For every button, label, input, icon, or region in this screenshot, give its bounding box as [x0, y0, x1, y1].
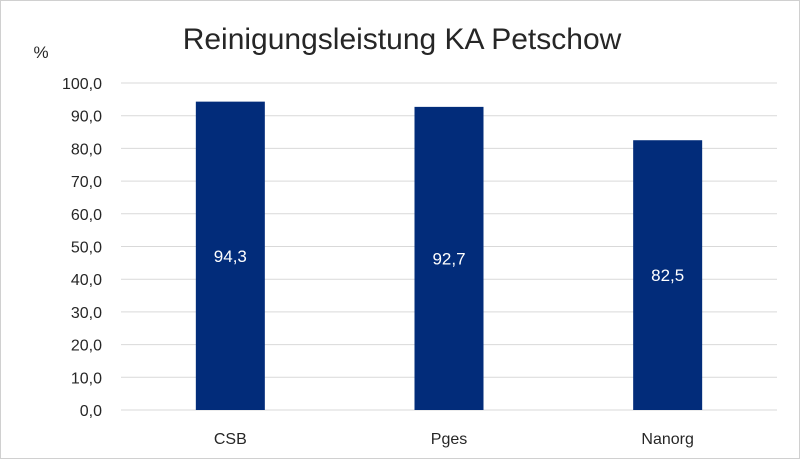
data-label: 92,7: [432, 249, 465, 268]
bar-pges: [414, 106, 484, 410]
x-category-label: CSB: [214, 431, 247, 448]
chart-title: Reinigungsleistung KA Petschow: [183, 23, 622, 56]
y-tick-label: 30,0: [71, 305, 102, 322]
data-label: 82,5: [651, 266, 684, 285]
bars: [195, 101, 703, 410]
y-axis-ticks: 0,0 10,0 20,0 30,0 40,0 50,0 60,0 70,0 80,0 90,0 1…: [62, 76, 102, 420]
bar-csb: [195, 101, 265, 410]
y-tick-label: 90,0: [71, 109, 102, 126]
y-tick-label: 60,0: [71, 207, 102, 224]
y-tick-label: 40,0: [71, 272, 102, 289]
x-axis-categories: CSB Pges Nanorg: [214, 431, 694, 448]
bar-nanorg: [633, 140, 703, 410]
data-labels: 94,3 92,7 82,5: [214, 247, 684, 285]
y-tick-label: 70,0: [71, 174, 102, 191]
x-category-label: Pges: [431, 431, 467, 448]
y-tick-label: 100,0: [62, 76, 102, 93]
data-label: 94,3: [214, 247, 247, 266]
y-tick-label: 50,0: [71, 240, 102, 257]
x-category-label: Nanorg: [641, 431, 693, 448]
y-axis-unit-label: %: [33, 43, 48, 62]
y-tick-label: 80,0: [71, 141, 102, 158]
y-tick-label: 10,0: [71, 370, 102, 387]
y-tick-label: 20,0: [71, 338, 102, 355]
y-tick-label: 0,0: [80, 403, 102, 420]
